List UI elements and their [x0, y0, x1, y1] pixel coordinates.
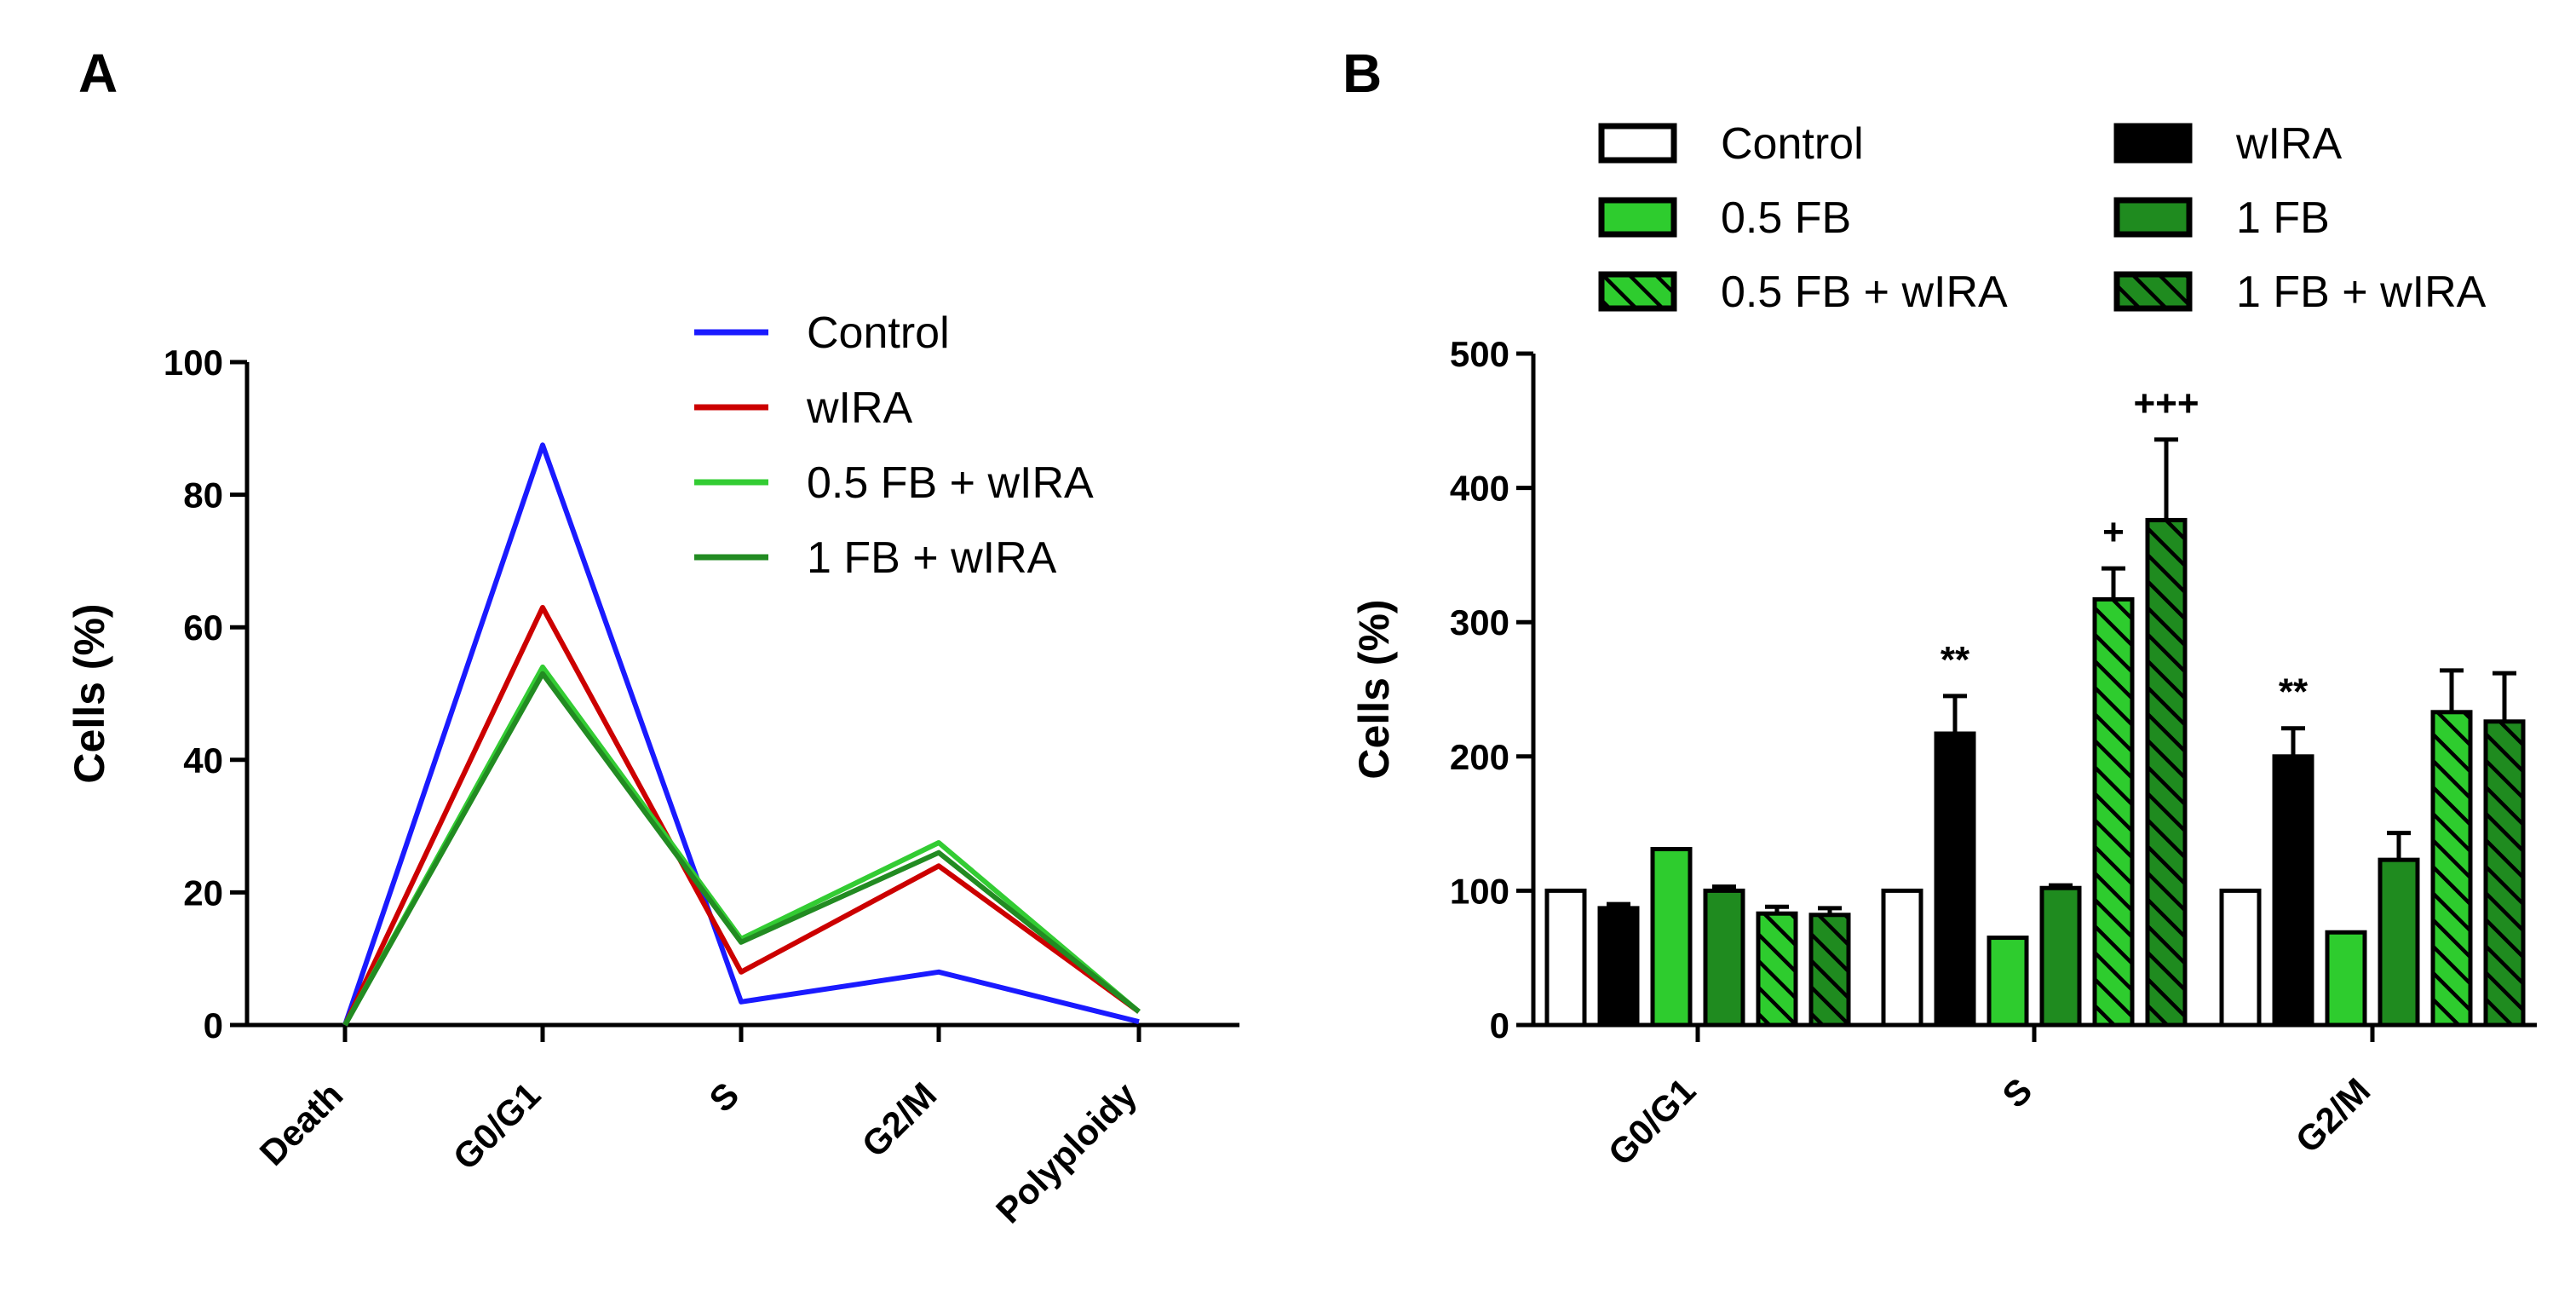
panel-b-letter: B	[1343, 43, 1382, 104]
legend-swatch	[2113, 197, 2193, 238]
y-tick-label-300: 300	[1450, 602, 1509, 642]
x-category-label: G2/M	[2288, 1070, 2378, 1160]
legend-swatch	[1598, 197, 1677, 238]
significance-marker: +	[2102, 511, 2125, 553]
bar	[1703, 888, 1745, 1028]
bar	[2092, 596, 2135, 1028]
x-category-label: Death	[252, 1074, 351, 1173]
bar	[1650, 847, 1693, 1028]
legend-a: Control wIRA 0.5 FB + wIRA 1 FB + wIRA	[694, 308, 1094, 583]
legend-label: 0.5 FB + wIRA	[807, 458, 1094, 508]
bar	[2039, 885, 2082, 1028]
y-tick-label-100: 100	[1450, 871, 1509, 911]
bar	[1756, 911, 1798, 1028]
y-tick-label-20: 20	[183, 872, 223, 913]
bar	[1987, 936, 2029, 1028]
legend-label: 0.5 FB + wIRA	[1721, 268, 2008, 317]
panel-a-letter: A	[78, 43, 118, 104]
legend-swatch	[1598, 271, 1677, 312]
bar	[2483, 719, 2526, 1028]
bar	[2325, 930, 2367, 1028]
legend-label: 1 FB + wIRA	[2236, 268, 2487, 317]
x-category-label: S	[701, 1074, 746, 1120]
y-tick-label-500: 500	[1450, 334, 1509, 374]
significance-marker: **	[2279, 671, 2309, 713]
x-category-label: Polyploidy	[988, 1074, 1145, 1231]
bar	[1881, 888, 1923, 1028]
bar	[1808, 913, 1851, 1028]
bar	[1597, 906, 1640, 1028]
y-axis-title: Cells (%)	[66, 603, 113, 783]
series-line-1-fb-wira	[342, 671, 1141, 1027]
significance-marker: +++	[2133, 383, 2199, 424]
legend-label: 1 FB	[2236, 193, 2330, 243]
bar	[1934, 731, 1976, 1028]
legend-b: Control 0.5 FB 0.5 FB + wIRA wIRA 1 FB 1 FB +…	[1598, 119, 2487, 317]
y-tick-label-60: 60	[183, 608, 223, 648]
y-tick-label-0: 0	[1490, 1005, 1509, 1045]
y-tick-label-100: 100	[164, 343, 223, 383]
y-tick-label-0: 0	[204, 1005, 223, 1045]
x-category-label: G0/G1	[446, 1074, 549, 1178]
legend-label: Control	[807, 308, 950, 358]
y-tick-label-40: 40	[183, 740, 223, 780]
x-category-label: G0/G1	[1601, 1070, 1704, 1173]
legend-label: 1 FB + wIRA	[807, 533, 1057, 583]
x-category-label: G2/M	[854, 1074, 945, 1165]
legend-label: 0.5 FB	[1721, 193, 1851, 243]
bar	[2219, 888, 2262, 1028]
bar	[1544, 888, 1587, 1028]
x-category-label: S	[1994, 1070, 2039, 1115]
bar	[2145, 517, 2188, 1028]
legend-swatch	[2113, 271, 2193, 312]
series-line-control	[342, 442, 1140, 1026]
legend-label: wIRA	[2235, 119, 2343, 169]
series-line-wira	[342, 604, 1141, 1027]
bar	[2430, 710, 2473, 1028]
bar	[2378, 857, 2420, 1028]
significance-marker: **	[1941, 639, 1970, 681]
y-tick-label-200: 200	[1450, 737, 1509, 777]
y-axis-title: Cells (%)	[1350, 599, 1398, 779]
legend-label: Control	[1721, 119, 1864, 169]
y-tick-label-400: 400	[1450, 469, 1509, 509]
legend-label: wIRA	[806, 383, 913, 433]
panel-a-line-chart: 0 20 40 60 80 100 Death G0/G1 S G2/M Polyploidy Cel…	[66, 308, 1239, 1231]
bar	[2272, 754, 2314, 1028]
legend-swatch	[2113, 123, 2193, 164]
y-tick-label-80: 80	[183, 475, 223, 515]
legend-swatch	[1598, 123, 1677, 164]
